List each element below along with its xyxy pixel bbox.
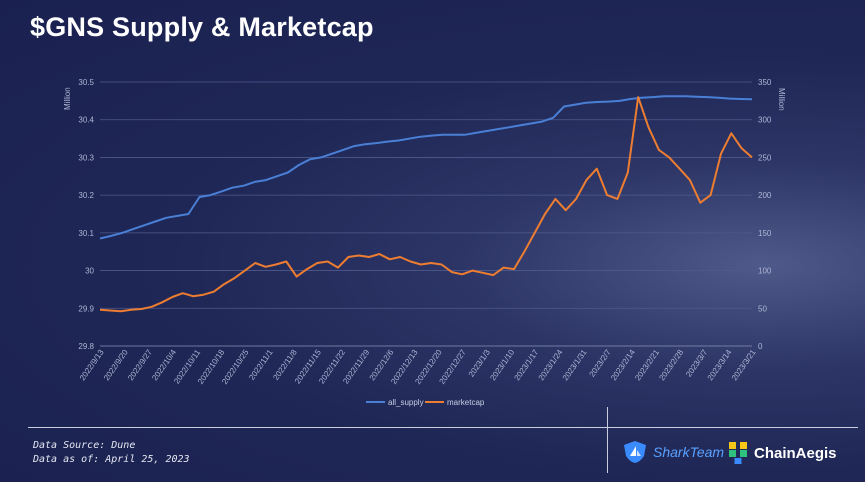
legend-label-all-supply: all_supply — [388, 398, 424, 407]
y-left-tick-label: 30 — [85, 267, 94, 276]
x-tick-label: 2023/3/7 — [684, 348, 710, 379]
footer-divider — [28, 427, 858, 428]
grid — [100, 81, 752, 347]
sharkteam-text: SharkTeam — [653, 444, 725, 460]
series-line-all-supply — [99, 95, 753, 240]
y-left-tick-label: 29.9 — [78, 304, 94, 313]
footer-vertical-divider — [607, 407, 608, 473]
y-left-tick-label: 30.5 — [78, 78, 94, 87]
chainaegis-logo: ChainAegis — [727, 441, 837, 465]
chainaegis-text: ChainAegis — [754, 444, 837, 462]
y-left-tick-label: 30.4 — [78, 116, 94, 125]
y-right-tick-label: 250 — [758, 153, 772, 162]
x-tick-label: 2023/1/31 — [561, 348, 589, 383]
y-right-tick-label: 350 — [758, 78, 772, 87]
shark-shield-icon — [624, 441, 646, 463]
y-left-unit: Million — [63, 87, 72, 110]
y-right-tick-label: 150 — [758, 229, 772, 238]
series-line-marketcap — [99, 96, 753, 313]
y-left-tick-label: 30.1 — [78, 229, 94, 238]
chainaegis-icon — [729, 442, 747, 464]
y-right-unit: Million — [777, 88, 786, 111]
y-left-tick-label: 29.8 — [78, 342, 94, 351]
sharkteam-logo: SharkTeam — [622, 440, 724, 464]
x-axis: 2022/9/132022/9/202022/9/272022/10/42022… — [78, 348, 758, 386]
x-tick-label: 2023/2/28 — [657, 348, 685, 383]
chart-title: $GNS Supply & Marketcap — [30, 12, 374, 42]
y-right-tick-label: 300 — [758, 116, 772, 125]
y-left-tick-label: 30.3 — [78, 153, 94, 162]
y-left-axis: 29.8 29.9 30 30.1 30.2 30.3 30.4 30.5 — [78, 78, 94, 351]
data-source: Data Source: Dune — [33, 440, 136, 451]
legend: all_supply marketcap — [366, 398, 485, 407]
x-tick-label: 2023/2/7 — [588, 348, 614, 379]
x-tick-label: 2023/1/3 — [467, 348, 493, 379]
series-lines — [99, 95, 753, 313]
y-right-axis: 0 50 100 150 200 250 300 350 — [758, 78, 772, 351]
y-right-tick-label: 100 — [758, 267, 772, 276]
y-right-tick-label: 50 — [758, 304, 767, 313]
y-right-tick-label: 200 — [758, 191, 772, 200]
data-as-of: Data as of: April 25, 2023 — [33, 454, 190, 465]
y-left-tick-label: 30.2 — [78, 191, 94, 200]
x-tick-label: 2023/3/21 — [730, 348, 758, 383]
legend-label-marketcap: marketcap — [447, 398, 485, 407]
y-right-tick-label: 0 — [758, 342, 763, 351]
